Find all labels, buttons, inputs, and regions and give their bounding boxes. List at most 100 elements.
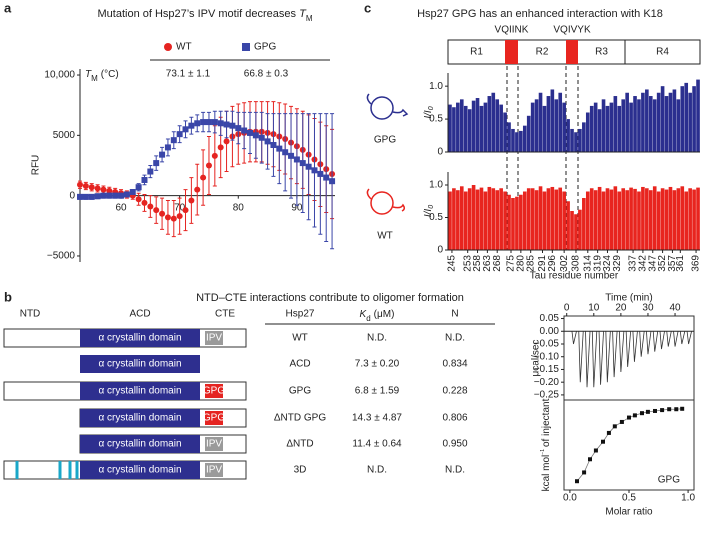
bar xyxy=(660,86,665,152)
bar xyxy=(491,188,496,250)
bar xyxy=(680,86,685,152)
cte-tag xyxy=(205,437,223,451)
marker xyxy=(94,193,101,200)
bar xyxy=(558,187,563,250)
injection-peak xyxy=(632,331,638,362)
injection-peak xyxy=(605,331,611,383)
bar xyxy=(656,191,661,250)
bar xyxy=(570,211,574,250)
bar xyxy=(550,89,555,152)
bar xyxy=(645,188,649,250)
bar xyxy=(585,112,590,152)
bar xyxy=(641,186,645,250)
table-cell: 11.4 ± 0.64 xyxy=(352,439,402,450)
y-label-subscript: 0 xyxy=(428,205,435,209)
y-tick-label: −0.25 xyxy=(534,390,560,401)
marker xyxy=(141,176,148,183)
y-tick-label: 0 xyxy=(437,245,443,256)
table-cell: WT xyxy=(292,333,308,344)
bar xyxy=(507,194,511,250)
bar xyxy=(582,198,586,250)
marker xyxy=(94,185,101,192)
bar xyxy=(487,96,492,152)
marker xyxy=(211,119,218,126)
acd-domain xyxy=(80,461,200,479)
acd-domain xyxy=(80,355,200,373)
y-label-tail: of injectant xyxy=(541,398,552,447)
marker xyxy=(205,162,212,169)
marker xyxy=(235,125,242,132)
injection-peak xyxy=(639,331,645,357)
cte-tag xyxy=(205,384,223,398)
marker xyxy=(182,126,189,133)
injection-peak xyxy=(591,331,598,388)
marker xyxy=(282,149,289,156)
table-cell: GPG xyxy=(289,386,311,397)
tag-label: IPV xyxy=(206,439,222,450)
chart-title: Mutation of Hsp27’s IPV motif decreases … xyxy=(98,8,313,23)
domain-label: α crystallin domain xyxy=(98,359,181,370)
bar xyxy=(546,96,551,152)
cte-tag xyxy=(205,463,223,477)
y-axis-label: RFU xyxy=(31,155,42,176)
region-label: R4 xyxy=(656,47,669,58)
table-cell: 0.228 xyxy=(442,386,467,397)
bar xyxy=(507,122,511,152)
title-italic: T xyxy=(299,8,307,20)
marker xyxy=(217,120,224,127)
bar xyxy=(621,99,626,152)
bar xyxy=(511,198,515,250)
x-tick-label: 291 xyxy=(537,255,548,272)
annotation: GPG xyxy=(658,475,680,486)
marker xyxy=(106,187,113,194)
injection-peak xyxy=(618,331,625,373)
y-tick-label: −5000 xyxy=(47,251,76,262)
bar xyxy=(574,132,578,152)
marker xyxy=(653,408,657,413)
marker xyxy=(264,138,271,145)
marker xyxy=(323,174,330,181)
injection-peak xyxy=(612,331,618,378)
injection-peak xyxy=(571,331,577,345)
marker xyxy=(164,214,171,221)
bar xyxy=(522,191,527,250)
x-tick-label: 258 xyxy=(472,255,483,272)
y-label-text: I/I xyxy=(423,110,434,119)
marker xyxy=(582,470,587,475)
y-tick-label: −0.05 xyxy=(534,339,560,350)
marker xyxy=(100,192,107,199)
marker xyxy=(205,119,212,126)
bar xyxy=(538,92,543,152)
bar xyxy=(448,104,452,152)
domain-label: α crystallin domain xyxy=(98,439,181,450)
bar xyxy=(491,92,496,152)
fit-line xyxy=(576,408,683,482)
kd-unit: (μM) xyxy=(374,309,395,320)
marker xyxy=(170,215,177,222)
bar xyxy=(637,191,641,250)
x-tick-label: 342 xyxy=(638,255,649,272)
panel-label: c xyxy=(364,0,371,15)
table-cell: ACD xyxy=(289,359,310,370)
bar xyxy=(684,191,689,250)
marker xyxy=(159,151,166,158)
marker xyxy=(270,141,277,148)
marker xyxy=(112,192,119,199)
motif-box xyxy=(566,40,578,64)
bar xyxy=(463,191,468,250)
bar xyxy=(499,188,503,250)
domain-header: CTE xyxy=(215,309,235,320)
bar xyxy=(483,102,488,152)
x-tick-label: 0.5 xyxy=(622,493,636,504)
phospho-site xyxy=(75,461,79,479)
x-tick-label: 10 xyxy=(588,303,600,314)
gpg-icon xyxy=(366,93,409,215)
marker xyxy=(82,193,89,200)
tag-label: IPV xyxy=(206,465,222,476)
x-tick-label: 20 xyxy=(615,303,627,314)
motif-label: VQIINK xyxy=(495,25,529,36)
x-tick-label: 347 xyxy=(647,255,658,272)
injection-peak xyxy=(686,331,692,345)
bar xyxy=(633,96,637,152)
bar xyxy=(538,186,543,250)
